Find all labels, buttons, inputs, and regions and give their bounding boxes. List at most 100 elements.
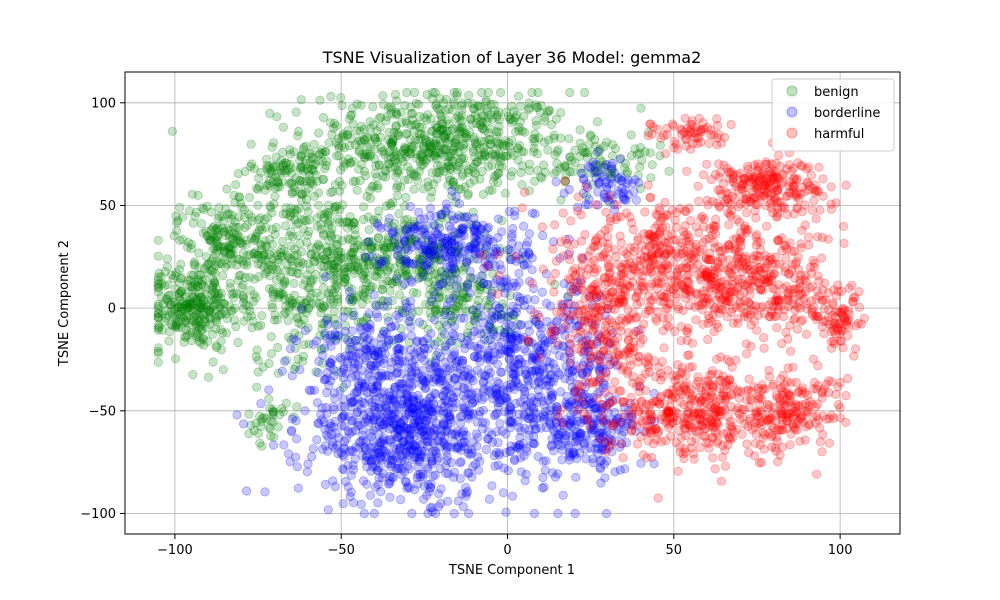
benign-point [531, 120, 542, 130]
benign-point [626, 130, 636, 140]
borderline-point [285, 457, 295, 467]
borderline-point [370, 402, 380, 412]
benign-point [244, 192, 255, 202]
benign-point [289, 278, 299, 288]
borderline-point [346, 470, 356, 480]
benign-point [191, 207, 201, 217]
borderline-point [358, 425, 368, 435]
benign-point [153, 308, 163, 319]
borderline-point [515, 397, 526, 407]
harmful-point [616, 212, 626, 222]
benign-point [234, 192, 244, 202]
benign-point [426, 193, 436, 203]
borderline-point [367, 457, 377, 467]
benign-point [417, 152, 427, 162]
borderline-point [504, 354, 514, 364]
borderline-point [547, 389, 558, 399]
borderline-point [363, 415, 373, 425]
benign-point [194, 248, 204, 258]
benign-point [426, 143, 437, 153]
borderline-point [501, 276, 511, 286]
benign-point [331, 138, 341, 148]
harmful-point [682, 263, 692, 273]
borderline-point [441, 262, 452, 273]
benign-point [378, 279, 388, 290]
benign-point [423, 110, 433, 120]
borderline-point [368, 425, 378, 435]
benign-point [402, 129, 412, 139]
benign-point [508, 150, 519, 160]
benign-point [193, 190, 203, 200]
benign-point [263, 162, 274, 172]
borderline-point [559, 188, 569, 198]
benign-point [478, 118, 488, 128]
borderline-point [390, 382, 400, 392]
harmful-point [686, 250, 696, 260]
borderline-point [617, 183, 627, 193]
benign-point [456, 184, 466, 194]
benign-point [581, 147, 591, 157]
borderline-point [449, 263, 459, 273]
benign-point [330, 202, 340, 212]
borderline-point [441, 320, 452, 330]
borderline-point [401, 302, 412, 313]
benign-point [635, 162, 645, 172]
benign-point [253, 367, 263, 377]
borderline-point [400, 225, 411, 235]
borderline-point [283, 449, 294, 459]
benign-point [279, 246, 289, 256]
borderline-point [527, 208, 538, 218]
borderline-point [448, 215, 458, 225]
benign-point [358, 202, 369, 212]
benign-point [417, 149, 427, 159]
benign-point [489, 99, 499, 109]
benign-point [315, 95, 325, 105]
benign-point [445, 149, 455, 159]
borderline-point [542, 316, 552, 326]
benign-point [449, 87, 459, 98]
benign-point [166, 270, 177, 280]
benign-point [372, 172, 382, 182]
borderline-point [362, 345, 372, 355]
borderline-point [381, 401, 391, 411]
borderline-point [524, 229, 535, 239]
borderline-point [482, 224, 492, 234]
benign-point [256, 416, 267, 426]
benign-point [314, 150, 325, 160]
harmful-point [517, 203, 527, 213]
harmful-point [682, 335, 692, 345]
benign-point [458, 140, 468, 150]
borderline-point [447, 336, 457, 346]
borderline-point [516, 467, 526, 477]
benign-point [620, 158, 631, 168]
borderline-point [470, 244, 481, 254]
benign-point [530, 134, 540, 144]
borderline-point [336, 401, 347, 412]
benign-point [333, 294, 343, 304]
benign-point [454, 184, 464, 194]
harmful-point [681, 326, 692, 336]
borderline-point [553, 508, 563, 519]
benign-point [504, 138, 514, 148]
benign-point [216, 345, 226, 355]
benign-point [344, 141, 355, 151]
borderline-point [394, 349, 404, 359]
benign-point [426, 142, 436, 152]
borderline-point [341, 379, 352, 389]
benign-point [439, 98, 449, 108]
benign-point [399, 175, 409, 185]
borderline-point [365, 490, 375, 500]
benign-point [362, 142, 372, 152]
harmful-point [576, 210, 586, 220]
borderline-point [279, 440, 289, 450]
benign-point [222, 314, 232, 324]
borderline-point [505, 403, 516, 413]
benign-point [463, 190, 473, 200]
borderline-point [424, 360, 435, 370]
benign-point [494, 115, 504, 125]
benign-point [239, 205, 249, 215]
benign-point [176, 259, 186, 269]
borderline-point [378, 423, 388, 433]
benign-point [532, 165, 543, 175]
benign-point [387, 138, 397, 148]
